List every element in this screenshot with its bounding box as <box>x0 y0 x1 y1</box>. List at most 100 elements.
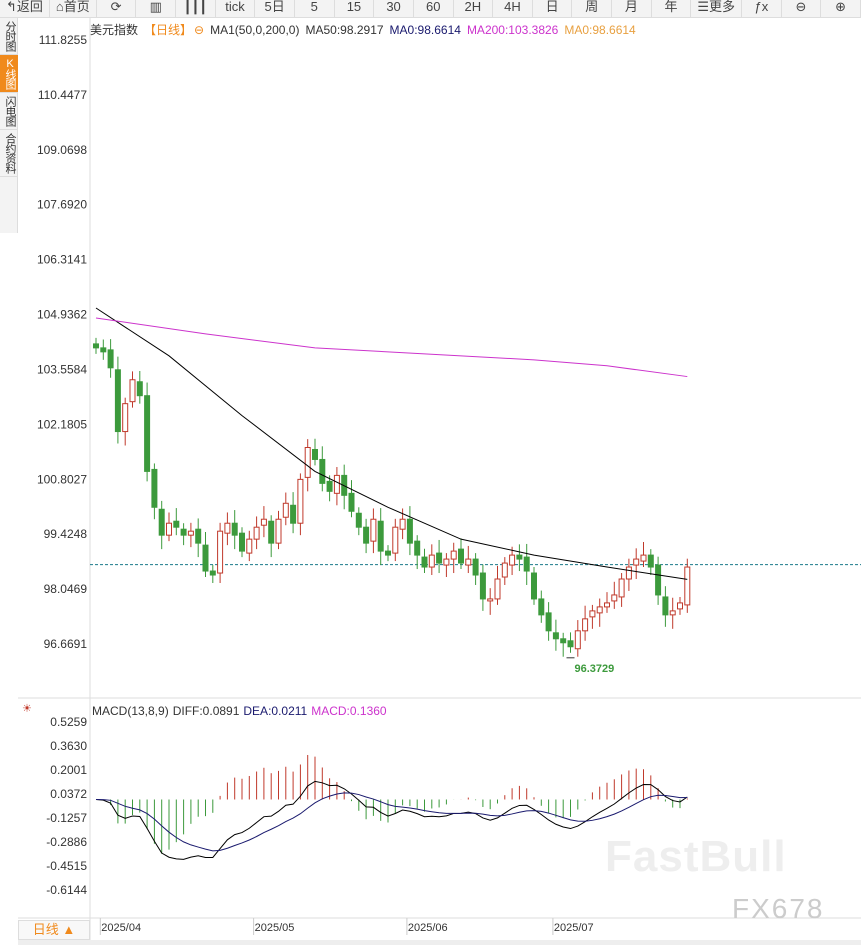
candle-body <box>326 480 333 492</box>
left-tab-0[interactable]: 分时图 <box>0 18 18 55</box>
candle-body <box>552 632 559 640</box>
candle-body <box>421 556 428 568</box>
macd-tick-label: 0.2001 <box>50 763 87 777</box>
candle-body <box>669 610 676 616</box>
candle-body <box>180 528 187 536</box>
candle-body <box>472 558 479 576</box>
toolbar-fx-button[interactable]: ƒx <box>742 0 782 18</box>
toolbar-zoom-in-button[interactable]: ⊕ <box>821 0 861 18</box>
y-tick-label: 104.9362 <box>37 308 87 322</box>
toolbar-back-button[interactable]: ↰返回 <box>0 0 50 18</box>
left-tab-1[interactable]: K线图 <box>0 55 18 93</box>
ma200-line <box>95 317 688 378</box>
candle-body <box>129 379 136 403</box>
bottom-tab-bar <box>18 940 861 945</box>
candle-body <box>604 602 610 608</box>
candle-body <box>589 610 596 618</box>
candle-body <box>297 478 304 524</box>
candle-body <box>392 526 399 554</box>
candle-body <box>574 630 581 650</box>
candle-body <box>122 403 129 433</box>
candle-body <box>545 612 552 632</box>
toolbar-5-button[interactable]: 5 <box>295 0 335 18</box>
toolbar-60-button[interactable]: 60 <box>414 0 454 18</box>
candle-body <box>217 530 224 574</box>
lock-icon[interactable]: ⊖ <box>194 23 205 37</box>
candle-body <box>370 518 377 542</box>
candle-body <box>348 492 355 512</box>
period-button[interactable]: 日线 ▲ <box>18 920 90 940</box>
candle-body <box>195 528 202 544</box>
candle-body <box>275 518 282 544</box>
y-tick-label: 99.4248 <box>44 527 88 541</box>
ma50-line <box>95 307 688 580</box>
toolbar-5day-button[interactable]: 5日 <box>255 0 295 18</box>
diff-line <box>95 780 688 860</box>
candle-body <box>399 518 406 530</box>
candle-body <box>158 508 165 536</box>
toolbar-tick-button[interactable]: tick <box>216 0 256 18</box>
candle-body <box>516 554 523 560</box>
y-tick-label: 103.5584 <box>37 362 87 376</box>
candle-body <box>312 448 318 460</box>
toolbar-month-button[interactable]: 月 <box>612 0 652 18</box>
macd-tick-label: -0.6144 <box>46 883 87 897</box>
candle-body <box>531 572 537 600</box>
dea-value: DEA:0.0211 <box>243 704 308 718</box>
candle-body <box>538 598 545 616</box>
toolbar-home-button[interactable]: ⌂首页 <box>50 0 97 18</box>
candle-body <box>633 558 640 566</box>
candle-body <box>239 532 245 552</box>
candle-body <box>443 558 450 566</box>
toolbar-zoom-out-button[interactable]: ⊖ <box>782 0 822 18</box>
macd-tick-label: 0.5259 <box>50 715 87 729</box>
candle-body <box>582 618 589 632</box>
candle-body <box>231 522 238 536</box>
candle-body <box>100 347 107 353</box>
toolbar-30-button[interactable]: 30 <box>374 0 414 18</box>
candle-body <box>684 566 691 606</box>
candle-body <box>494 578 501 600</box>
candle-body <box>487 598 494 602</box>
y-tick-label: 109.0698 <box>37 143 87 157</box>
toolbar-candle-type-button[interactable]: ┃┃┃ <box>176 0 216 18</box>
candle-body <box>253 526 260 540</box>
y-tick-label: 110.4477 <box>38 88 87 102</box>
left-tab-3[interactable]: 合约资料 <box>0 130 18 177</box>
toolbar-4h-button[interactable]: 4H <box>493 0 533 18</box>
candle-body <box>224 522 231 534</box>
candle-body <box>428 554 435 568</box>
toolbar-week-button[interactable]: 周 <box>572 0 613 18</box>
candle-body <box>282 502 289 518</box>
macd-tick-label: -0.4515 <box>46 859 87 873</box>
candle-body <box>596 606 603 614</box>
candle-body <box>662 596 669 616</box>
dea-line <box>95 792 688 852</box>
candle-body <box>377 520 384 552</box>
toolbar-indicator-button[interactable]: ▥ <box>136 0 177 18</box>
toolbar-more-button[interactable]: ☰更多 <box>691 0 743 18</box>
toolbar-day-button[interactable]: 日 <box>533 0 573 18</box>
candle-body <box>640 554 647 562</box>
toolbar-2h-button[interactable]: 2H <box>454 0 494 18</box>
candle-body <box>136 381 143 397</box>
candle-body <box>611 594 618 602</box>
macd-tick-label: 0.3630 <box>50 739 87 753</box>
candle-body <box>290 504 297 524</box>
macd-tick-label: -0.2886 <box>46 835 87 849</box>
candle-body <box>202 544 209 572</box>
ma-settings[interactable]: MA1(50,0,200,0) <box>210 23 300 37</box>
toolbar-refresh-button[interactable]: ⟳ <box>97 0 137 18</box>
candle-body <box>567 640 574 648</box>
left-tab-2[interactable]: 闪电图 <box>0 93 18 130</box>
candle-body <box>618 578 625 598</box>
toolbar: ↰返回 ⌂首页 ⟳ ▥ ┃┃┃ tick 5日 5 15 30 60 2H 4H 日周月年 ☰更多 ƒx ⊖ ⊕ <box>0 0 861 18</box>
candle-body <box>479 572 486 600</box>
candle-body <box>655 564 662 596</box>
toolbar-15-button[interactable]: 15 <box>335 0 375 18</box>
macd-legend: MACD(13,8,9) DIFF:0.0891 DEA:0.0211 MACD:0.… <box>92 704 391 718</box>
candle-body <box>246 538 253 554</box>
low-price-label: 96.3729 <box>575 663 615 675</box>
toolbar-year-button[interactable]: 年 <box>652 0 692 18</box>
